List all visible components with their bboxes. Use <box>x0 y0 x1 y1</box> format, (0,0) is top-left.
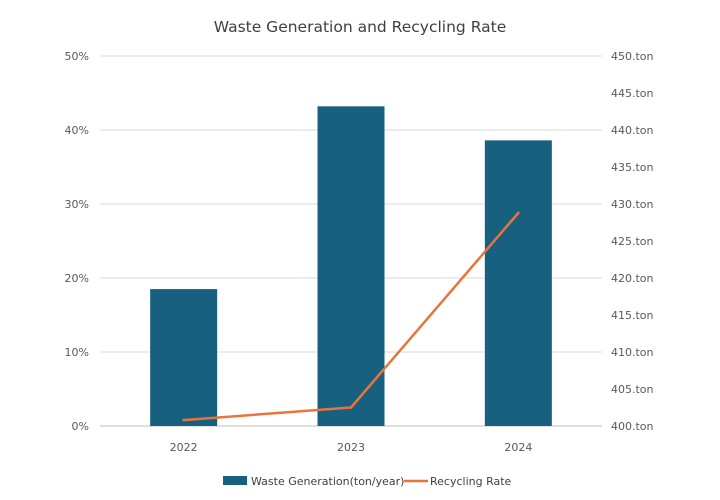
x-tick-label: 2022 <box>170 441 198 454</box>
left-tick-label: 0% <box>72 420 89 433</box>
left-tick-label: 50% <box>65 50 89 63</box>
right-tick-label: 435.ton <box>611 161 654 174</box>
bar-2024 <box>484 140 552 427</box>
recycling-rate-point-2024 <box>517 211 520 215</box>
right-tick-label: 445.ton <box>611 87 654 100</box>
right-tick-label: 410.ton <box>611 346 654 359</box>
legend-label-recycling-rate: Recycling Rate <box>430 475 512 488</box>
legend: Waste Generation(ton/year) Recycling Rat… <box>223 475 512 488</box>
bar-2023 <box>317 106 385 426</box>
left-tick-label: 20% <box>65 272 89 285</box>
right-tick-label: 400.ton <box>611 420 654 433</box>
bar-2022 <box>150 289 218 426</box>
left-axis-ticks: 0% 10% 20% 30% 40% 50% <box>65 50 89 433</box>
chart-title: Waste Generation and Recycling Rate <box>214 18 507 36</box>
x-tick-label: 2023 <box>337 441 365 454</box>
recycling-rate-point-2022 <box>182 418 185 422</box>
right-tick-label: 420.ton <box>611 272 654 285</box>
left-tick-label: 10% <box>65 346 89 359</box>
right-tick-label: 415.ton <box>611 309 654 322</box>
bar-series <box>150 106 552 427</box>
x-axis-ticks: 2022 2023 2024 <box>170 441 533 454</box>
right-tick-label: 440.ton <box>611 124 654 137</box>
left-tick-label: 30% <box>65 198 89 211</box>
right-axis-ticks: 400.ton 405.ton 410.ton 415.ton 420.ton 425.t… <box>611 50 654 433</box>
right-tick-label: 450.ton <box>611 50 654 63</box>
x-tick-label: 2024 <box>504 441 532 454</box>
legend-swatch-waste-generation <box>223 476 247 485</box>
recycling-rate-point-2023 <box>349 406 353 409</box>
right-tick-label: 430.ton <box>611 198 654 211</box>
right-tick-label: 425.ton <box>611 235 654 248</box>
left-tick-label: 40% <box>65 124 89 137</box>
legend-label-waste-generation: Waste Generation(ton/year) <box>251 475 404 488</box>
right-tick-label: 405.ton <box>611 383 654 396</box>
line-series <box>182 211 520 422</box>
